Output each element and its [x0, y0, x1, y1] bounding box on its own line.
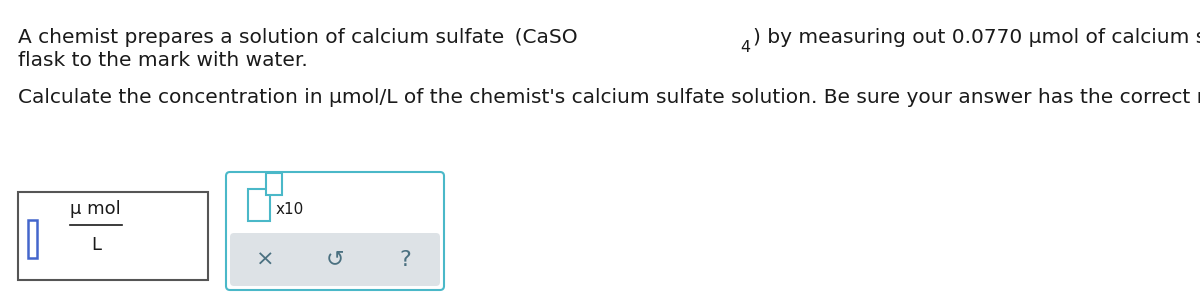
- FancyBboxPatch shape: [28, 220, 37, 258]
- FancyBboxPatch shape: [226, 172, 444, 290]
- Text: A chemist prepares a solution of calcium sulfate  (CaSO: A chemist prepares a solution of calcium…: [18, 28, 577, 47]
- Text: Calculate the concentration in μmol/L of the chemist's calcium sulfate solution.: Calculate the concentration in μmol/L of…: [18, 88, 1200, 107]
- Text: ?: ?: [400, 249, 410, 269]
- Text: ×: ×: [256, 249, 275, 269]
- Text: μ mol: μ mol: [70, 200, 121, 218]
- FancyBboxPatch shape: [18, 192, 208, 280]
- Text: L: L: [91, 236, 101, 254]
- FancyBboxPatch shape: [266, 173, 282, 195]
- Text: flask to the mark with water.: flask to the mark with water.: [18, 51, 307, 70]
- Text: ↺: ↺: [325, 249, 344, 269]
- Text: ) by measuring out 0.0770 μmol of calcium sulfate into a 450. mL volumetric flas: ) by measuring out 0.0770 μmol of calciu…: [754, 28, 1200, 47]
- Text: 4: 4: [740, 40, 750, 55]
- FancyBboxPatch shape: [248, 189, 270, 221]
- Text: x10: x10: [276, 202, 305, 217]
- FancyBboxPatch shape: [230, 233, 440, 286]
